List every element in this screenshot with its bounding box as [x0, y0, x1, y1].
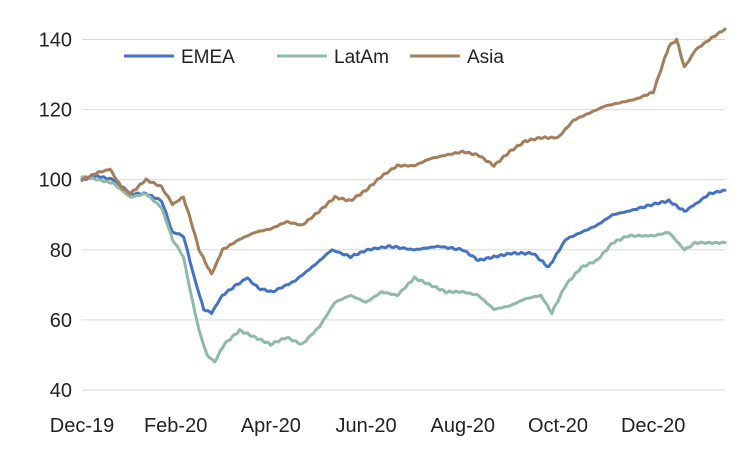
x-tick-label: Dec-20 [621, 415, 685, 437]
y-tick-label: 140 [39, 30, 72, 52]
y-tick-label: 40 [50, 380, 72, 402]
gridlines [82, 39, 725, 391]
y-tick-label: 100 [39, 170, 72, 192]
x-tick-label: Apr-20 [241, 415, 301, 437]
series-line-latam [80, 174, 727, 364]
y-tick-label: 120 [39, 100, 72, 122]
legend-label-emea: EMEA [181, 47, 235, 68]
x-axis-tick-labels: Dec-19 Feb-20 Apr-20 Jun-20 Aug-20 Oct-20 Dec-… [50, 415, 686, 437]
x-tick-label: Dec-19 [50, 415, 114, 437]
legend-label-latam: LatAm [334, 47, 389, 68]
x-tick-label: Feb-20 [144, 415, 207, 437]
y-axis-tick-labels: 40 60 80 100 120 140 [39, 30, 72, 402]
series-line-asia [80, 27, 727, 276]
x-tick-label: Jun-20 [335, 415, 396, 437]
y-tick-label: 60 [50, 310, 72, 332]
series-line-emea [80, 174, 727, 316]
legend-label-asia: Asia [467, 47, 504, 68]
legend: EMEA LatAm Asia [124, 47, 504, 68]
y-tick-label: 80 [50, 240, 72, 262]
x-tick-label: Aug-20 [431, 415, 496, 437]
x-tick-label: Oct-20 [528, 415, 588, 437]
series-lines [80, 27, 727, 364]
